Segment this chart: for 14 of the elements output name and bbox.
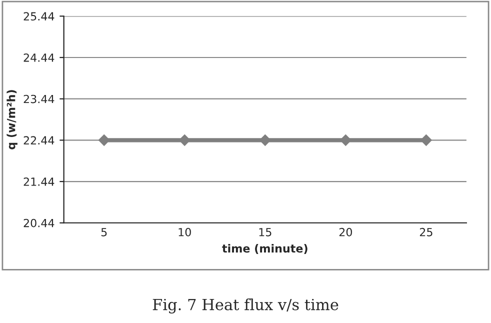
x-tick-label: 20 <box>339 228 352 236</box>
x-tick-label: 5 <box>101 228 107 236</box>
y-tick-label: 20.44 <box>24 218 54 228</box>
y-tick-label: 22.44 <box>24 136 54 144</box>
y-tick-label: 21.44 <box>24 178 54 186</box>
caption: Fig. 7 Heat flux v/s time <box>152 298 338 314</box>
x-tick-label: 25 <box>420 228 432 236</box>
y-tick-label: 25.44 <box>24 12 54 21</box>
y-tick-label: 23.44 <box>24 94 54 104</box>
y-tick-label: 24.44 <box>24 53 54 62</box>
x-tick-label: 15 <box>259 228 272 236</box>
y-axis-title: q (w/m²h) <box>6 90 18 150</box>
x-tick-label: 10 <box>178 228 191 236</box>
x-axis-title: time (minute) <box>222 244 308 254</box>
